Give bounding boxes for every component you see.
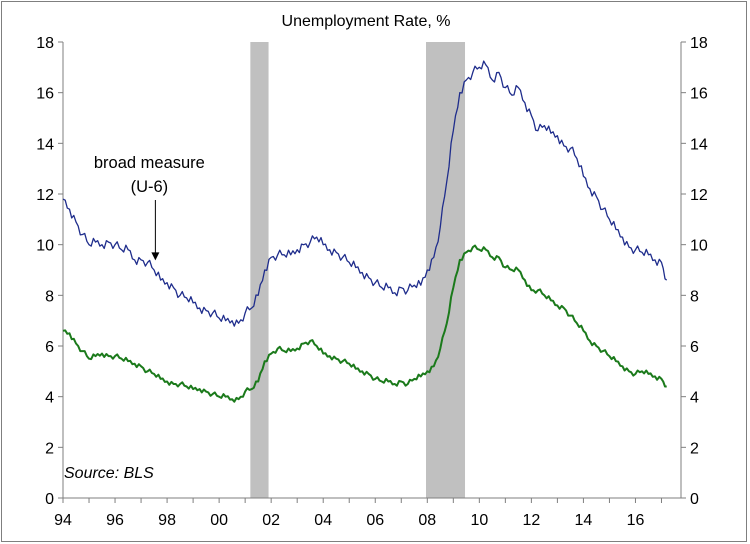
x-tick-label: 10	[470, 512, 488, 529]
series-line-u3	[62, 244, 667, 403]
y-tick-label-right: 2	[690, 440, 699, 457]
series-line-u6	[62, 60, 668, 327]
y-tick-label-right: 10	[690, 238, 708, 255]
y-tick-label-right: 0	[690, 491, 699, 508]
annotation-line-2: (U-6)	[131, 178, 169, 196]
y-tick-label-left: 8	[45, 288, 54, 305]
series-lines	[62, 60, 668, 403]
x-tick-label: 98	[158, 512, 176, 529]
annotation: broad measure (U-6)	[94, 154, 205, 261]
recession-bar-2	[425, 42, 466, 498]
y-tick-label-left: 12	[36, 187, 54, 204]
y-tick-label-right: 12	[690, 187, 708, 204]
x-tick-label: 14	[575, 512, 593, 529]
chart-title: Unemployment Rate, %	[282, 13, 451, 30]
x-tick-label: 96	[106, 512, 124, 529]
x-tick-label: 16	[627, 512, 645, 529]
y-tick-label-right: 14	[690, 136, 708, 153]
y-tick-label-right: 16	[690, 86, 708, 103]
y-tick-label-left: 14	[36, 136, 54, 153]
y-tick-label-left: 10	[36, 238, 54, 255]
source-label: Source: BLS	[64, 465, 154, 482]
y-tick-label-left: 18	[36, 35, 54, 52]
annotation-line-1: broad measure	[94, 154, 205, 172]
x-tick-label: 94	[54, 512, 72, 529]
y-tick-label-right: 18	[690, 35, 708, 52]
y-tick-label-left: 0	[45, 491, 54, 508]
y-tick-label-right: 4	[690, 390, 699, 407]
annotation-arrow-head	[151, 252, 160, 261]
x-tick-label: 04	[314, 512, 332, 529]
y-tick-label-left: 16	[36, 86, 54, 103]
y-tick-label-left: 6	[45, 339, 54, 356]
y-tick-label-left: 2	[45, 440, 54, 457]
x-tick-label: 06	[366, 512, 384, 529]
y-tick-label-right: 8	[690, 288, 699, 305]
x-tick-label: 08	[418, 512, 436, 529]
y-tick-label-right: 6	[690, 339, 699, 356]
x-tick-label: 02	[262, 512, 280, 529]
x-tick-label: 12	[522, 512, 540, 529]
recession-shading	[250, 42, 466, 498]
y-tick-label-left: 4	[45, 390, 54, 407]
x-tick-label: 00	[210, 512, 228, 529]
